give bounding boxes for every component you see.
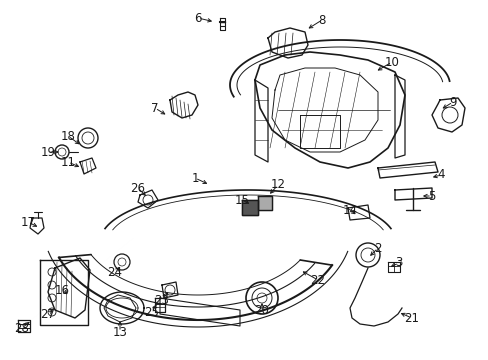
Text: 22: 22 [310,274,325,287]
Text: 2: 2 [373,242,381,255]
Text: 17: 17 [20,216,36,229]
Text: 20: 20 [254,303,269,316]
Text: 12: 12 [270,179,285,192]
Text: 9: 9 [448,95,456,108]
Text: 10: 10 [384,55,399,68]
Text: 14: 14 [342,203,357,216]
Text: 28: 28 [15,321,29,334]
Text: 4: 4 [436,168,444,181]
Text: 24: 24 [107,266,122,279]
Text: 26: 26 [130,181,145,194]
Polygon shape [242,200,258,215]
Text: 13: 13 [112,325,127,338]
Text: 18: 18 [61,130,75,143]
Text: 16: 16 [54,284,69,297]
Text: 11: 11 [61,156,75,168]
Text: 7: 7 [151,102,159,114]
Text: 23: 23 [154,293,169,306]
Text: 21: 21 [404,311,419,324]
Text: 15: 15 [234,194,249,207]
Text: 19: 19 [41,145,55,158]
Text: 3: 3 [394,256,402,270]
Text: 1: 1 [191,171,198,184]
Text: 5: 5 [427,189,435,202]
Text: 6: 6 [194,12,202,24]
Text: 25: 25 [144,306,159,319]
Text: 27: 27 [41,307,55,320]
Polygon shape [258,196,271,210]
Text: 8: 8 [318,13,325,27]
